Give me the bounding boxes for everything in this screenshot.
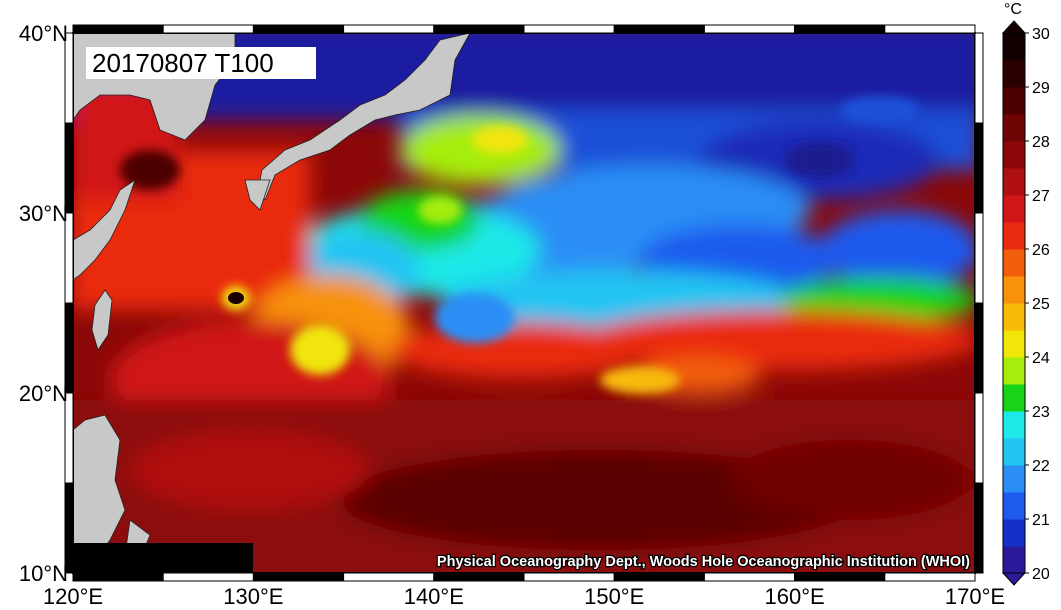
- longitude-label: 160°E: [765, 584, 825, 609]
- colorbar-label: 28: [1032, 134, 1050, 151]
- colorbar-swatch: [1003, 330, 1025, 358]
- latitude-labels: 40°N 30°N 20°N 10°N: [19, 21, 68, 586]
- colorbar-swatch: [1003, 141, 1025, 169]
- colorbar-label: 20: [1032, 566, 1050, 583]
- data-gap-masks: [73, 543, 253, 573]
- colorbar-label: 29: [1032, 80, 1050, 97]
- colorbar-swatch: [1003, 303, 1025, 331]
- colorbar-swatch: [1003, 465, 1025, 493]
- colorbar-swatch: [1003, 276, 1025, 304]
- colorbar-label: 24: [1032, 350, 1050, 367]
- colorbar-label: 25: [1032, 296, 1050, 313]
- latitude-label: 10°N: [19, 561, 68, 586]
- colorbar-label: 30: [1032, 26, 1050, 43]
- colorbar-label: 27: [1032, 188, 1050, 205]
- colorbar-swatch: [1003, 33, 1025, 61]
- colorbar-swatch: [1003, 519, 1025, 547]
- latitude-label: 40°N: [19, 21, 68, 46]
- colorbar-swatch: [1003, 222, 1025, 250]
- colorbar-swatch: [1003, 195, 1025, 223]
- latitude-label: 20°N: [19, 381, 68, 406]
- map-title: 20170807 T100: [86, 47, 316, 79]
- sea-temperature-field: [73, 33, 975, 573]
- colorbar-swatch: [1003, 249, 1025, 277]
- longitude-label: 130°E: [223, 584, 283, 609]
- colorbar: °C 20 21 22 23 24 25 26 27 28 29 30: [1001, 1, 1050, 586]
- colorbar-swatches: [1001, 20, 1027, 586]
- colorbar-label: 21: [1032, 512, 1050, 529]
- colorbar-swatch: [1003, 411, 1025, 439]
- colorbar-unit: °C: [1004, 1, 1022, 18]
- longitude-label: 150°E: [584, 584, 644, 609]
- longitude-label: 170°E: [945, 584, 1005, 609]
- colorbar-swatch: [1003, 60, 1025, 88]
- colorbar-swatch: [1003, 357, 1025, 385]
- longitude-labels: 120°E 130°E 140°E 150°E 160°E 170°E: [43, 584, 1005, 609]
- sst-map-area: [73, 33, 975, 573]
- colorbar-swatch: [1003, 114, 1025, 142]
- colorbar-label: 26: [1032, 242, 1050, 259]
- colorbar-swatch: [1003, 87, 1025, 115]
- latitude-label: 30°N: [19, 201, 68, 226]
- map-border-ticks: [64, 24, 984, 582]
- colorbar-swatch: [1003, 168, 1025, 196]
- longitude-label: 120°E: [43, 584, 103, 609]
- map-title-text: 20170807 T100: [92, 48, 274, 78]
- colorbar-swatch: [1003, 438, 1025, 466]
- colorbar-label: 23: [1032, 404, 1050, 421]
- colorbar-min-arrow: [1001, 572, 1027, 586]
- colorbar-swatch: [1003, 384, 1025, 412]
- colorbar-max-arrow: [1001, 20, 1027, 34]
- colorbar-swatch: [1003, 492, 1025, 520]
- colorbar-label: 22: [1032, 458, 1050, 475]
- longitude-label: 140°E: [404, 584, 464, 609]
- colorbar-swatch: [1003, 546, 1025, 574]
- colorbar-labels: 20 21 22 23 24 25 26 27 28 29 30: [1025, 26, 1050, 583]
- credit-text: Physical Oceanography Dept., Woods Hole …: [437, 554, 970, 570]
